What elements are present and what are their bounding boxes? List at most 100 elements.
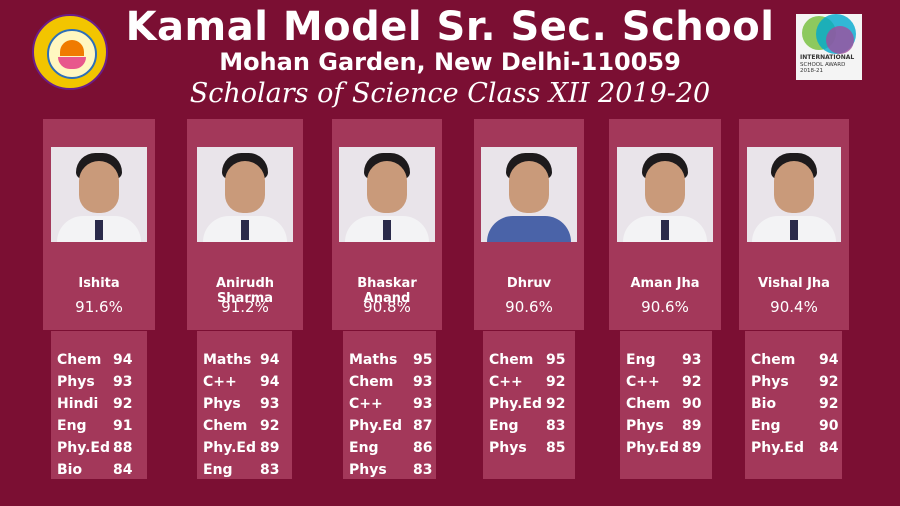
subject: Phy.Ed	[203, 440, 256, 456]
subject: Phy.Ed	[751, 440, 804, 456]
marks-row: Phys 85	[483, 437, 575, 459]
marks-panel: Chem 95 C++ 92 Phy.Ed 92 Eng 83 Phys 85	[483, 331, 575, 479]
subject: Phy.Ed	[349, 418, 402, 434]
subject: Phys	[489, 440, 527, 456]
score: 93	[113, 374, 133, 390]
subject: Phys	[203, 396, 241, 412]
marks-row: Hindi 92	[51, 393, 147, 415]
student-percentage: 91.2%	[221, 298, 269, 316]
marks-row: Eng 83	[483, 415, 575, 437]
marks-row: Chem 95	[483, 349, 575, 371]
student-card: Aman Jha 90.6%	[609, 119, 721, 330]
subject: Eng	[626, 352, 656, 368]
score: 92	[819, 374, 839, 390]
subject: C++	[203, 374, 237, 390]
score: 83	[546, 418, 566, 434]
subject: Eng	[349, 440, 379, 456]
score: 91	[113, 418, 133, 434]
subject: C++	[489, 374, 523, 390]
score: 93	[682, 352, 702, 368]
score: 86	[413, 440, 433, 456]
score: 94	[819, 352, 839, 368]
student-photo	[339, 147, 435, 242]
subject: Chem	[626, 396, 671, 412]
marks-row: C++ 94	[197, 371, 292, 393]
subject: Bio	[751, 396, 777, 412]
marks-row: Chem 93	[343, 371, 436, 393]
marks-row: Eng 83	[197, 459, 292, 481]
score: 94	[113, 352, 133, 368]
score: 92	[260, 418, 280, 434]
score: 92	[819, 396, 839, 412]
school-address: Mohan Garden, New Delhi-110059	[219, 48, 681, 76]
subject: Phys	[349, 462, 387, 478]
student-percentage: 90.4%	[770, 298, 818, 316]
marks-row: C++ 92	[483, 371, 575, 393]
marks-row: Phy.Ed 87	[343, 415, 436, 437]
subject: Maths	[203, 352, 252, 368]
subject: Chem	[349, 374, 394, 390]
student-card: Bhaskar Anand 90.8%	[332, 119, 442, 330]
subject: Eng	[489, 418, 519, 434]
score: 89	[260, 440, 280, 456]
marks-row: Chem 90	[620, 393, 712, 415]
subject: Eng	[203, 462, 233, 478]
subject: Chem	[203, 418, 248, 434]
student-photo	[197, 147, 293, 242]
marks-panel: Chem 94 Phys 92 Bio 92 Eng 90 Phy.Ed 84	[745, 331, 842, 479]
marks-row: Eng 93	[620, 349, 712, 371]
subject: Phys	[57, 374, 95, 390]
subject: C++	[626, 374, 660, 390]
subject: Bio	[57, 462, 83, 478]
score: 89	[682, 418, 702, 434]
marks-row: C++ 92	[620, 371, 712, 393]
student-photo	[51, 147, 147, 242]
marks-row: Chem 94	[51, 349, 147, 371]
subject: Hindi	[57, 396, 99, 412]
student-percentage: 90.6%	[641, 298, 689, 316]
score: 94	[260, 352, 280, 368]
student-card: Dhruv 90.6%	[474, 119, 584, 330]
marks-row: Phy.Ed 89	[620, 437, 712, 459]
score: 92	[546, 374, 566, 390]
marks-row: Phy.Ed 88	[51, 437, 147, 459]
student-name: Bhaskar Anand	[357, 276, 417, 306]
score: 85	[546, 440, 566, 456]
score: 93	[413, 396, 433, 412]
student-name: Vishal Jha	[758, 276, 830, 291]
subject: Phys	[626, 418, 664, 434]
subject: Phy.Ed	[626, 440, 679, 456]
subject: Maths	[349, 352, 398, 368]
score: 83	[413, 462, 433, 478]
subject: Phy.Ed	[489, 396, 542, 412]
score: 95	[546, 352, 566, 368]
student-photo	[747, 147, 841, 242]
subject: Eng	[751, 418, 781, 434]
badge-line-3: 2018-21	[800, 68, 823, 74]
score: 88	[113, 440, 133, 456]
marks-row: Maths 95	[343, 349, 436, 371]
student-photo	[617, 147, 713, 242]
score: 92	[546, 396, 566, 412]
subject: Chem	[57, 352, 102, 368]
student-name: Dhruv	[506, 276, 552, 291]
marks-row: Phy.Ed 84	[745, 437, 842, 459]
score: 90	[819, 418, 839, 434]
student-name: Ishita	[78, 276, 120, 291]
student-name: Anirudh Sharma	[216, 276, 274, 306]
marks-panel: Eng 93 C++ 92 Chem 90 Phys 89 Phy.Ed 89	[620, 331, 712, 479]
score: 95	[413, 352, 433, 368]
marks-row: Phy.Ed 89	[197, 437, 292, 459]
marks-row: Eng 86	[343, 437, 436, 459]
marks-panel: Chem 94 Phys 93 Hindi 92 Eng 91 Phy.Ed 88 Bio…	[51, 331, 147, 479]
subject: Eng	[57, 418, 87, 434]
student-percentage: 90.6%	[505, 298, 553, 316]
marks-row: Phys 92	[745, 371, 842, 393]
school-name-title: Kamal Model Sr. Sec. School	[125, 4, 775, 50]
subject: Phys	[751, 374, 789, 390]
student-percentage: 91.6%	[75, 298, 123, 316]
section-heading: Scholars of Science Class XII 2019-20	[189, 78, 711, 109]
marks-row: Maths 94	[197, 349, 292, 371]
student-photo	[481, 147, 577, 242]
marks-row: Phys 93	[51, 371, 147, 393]
